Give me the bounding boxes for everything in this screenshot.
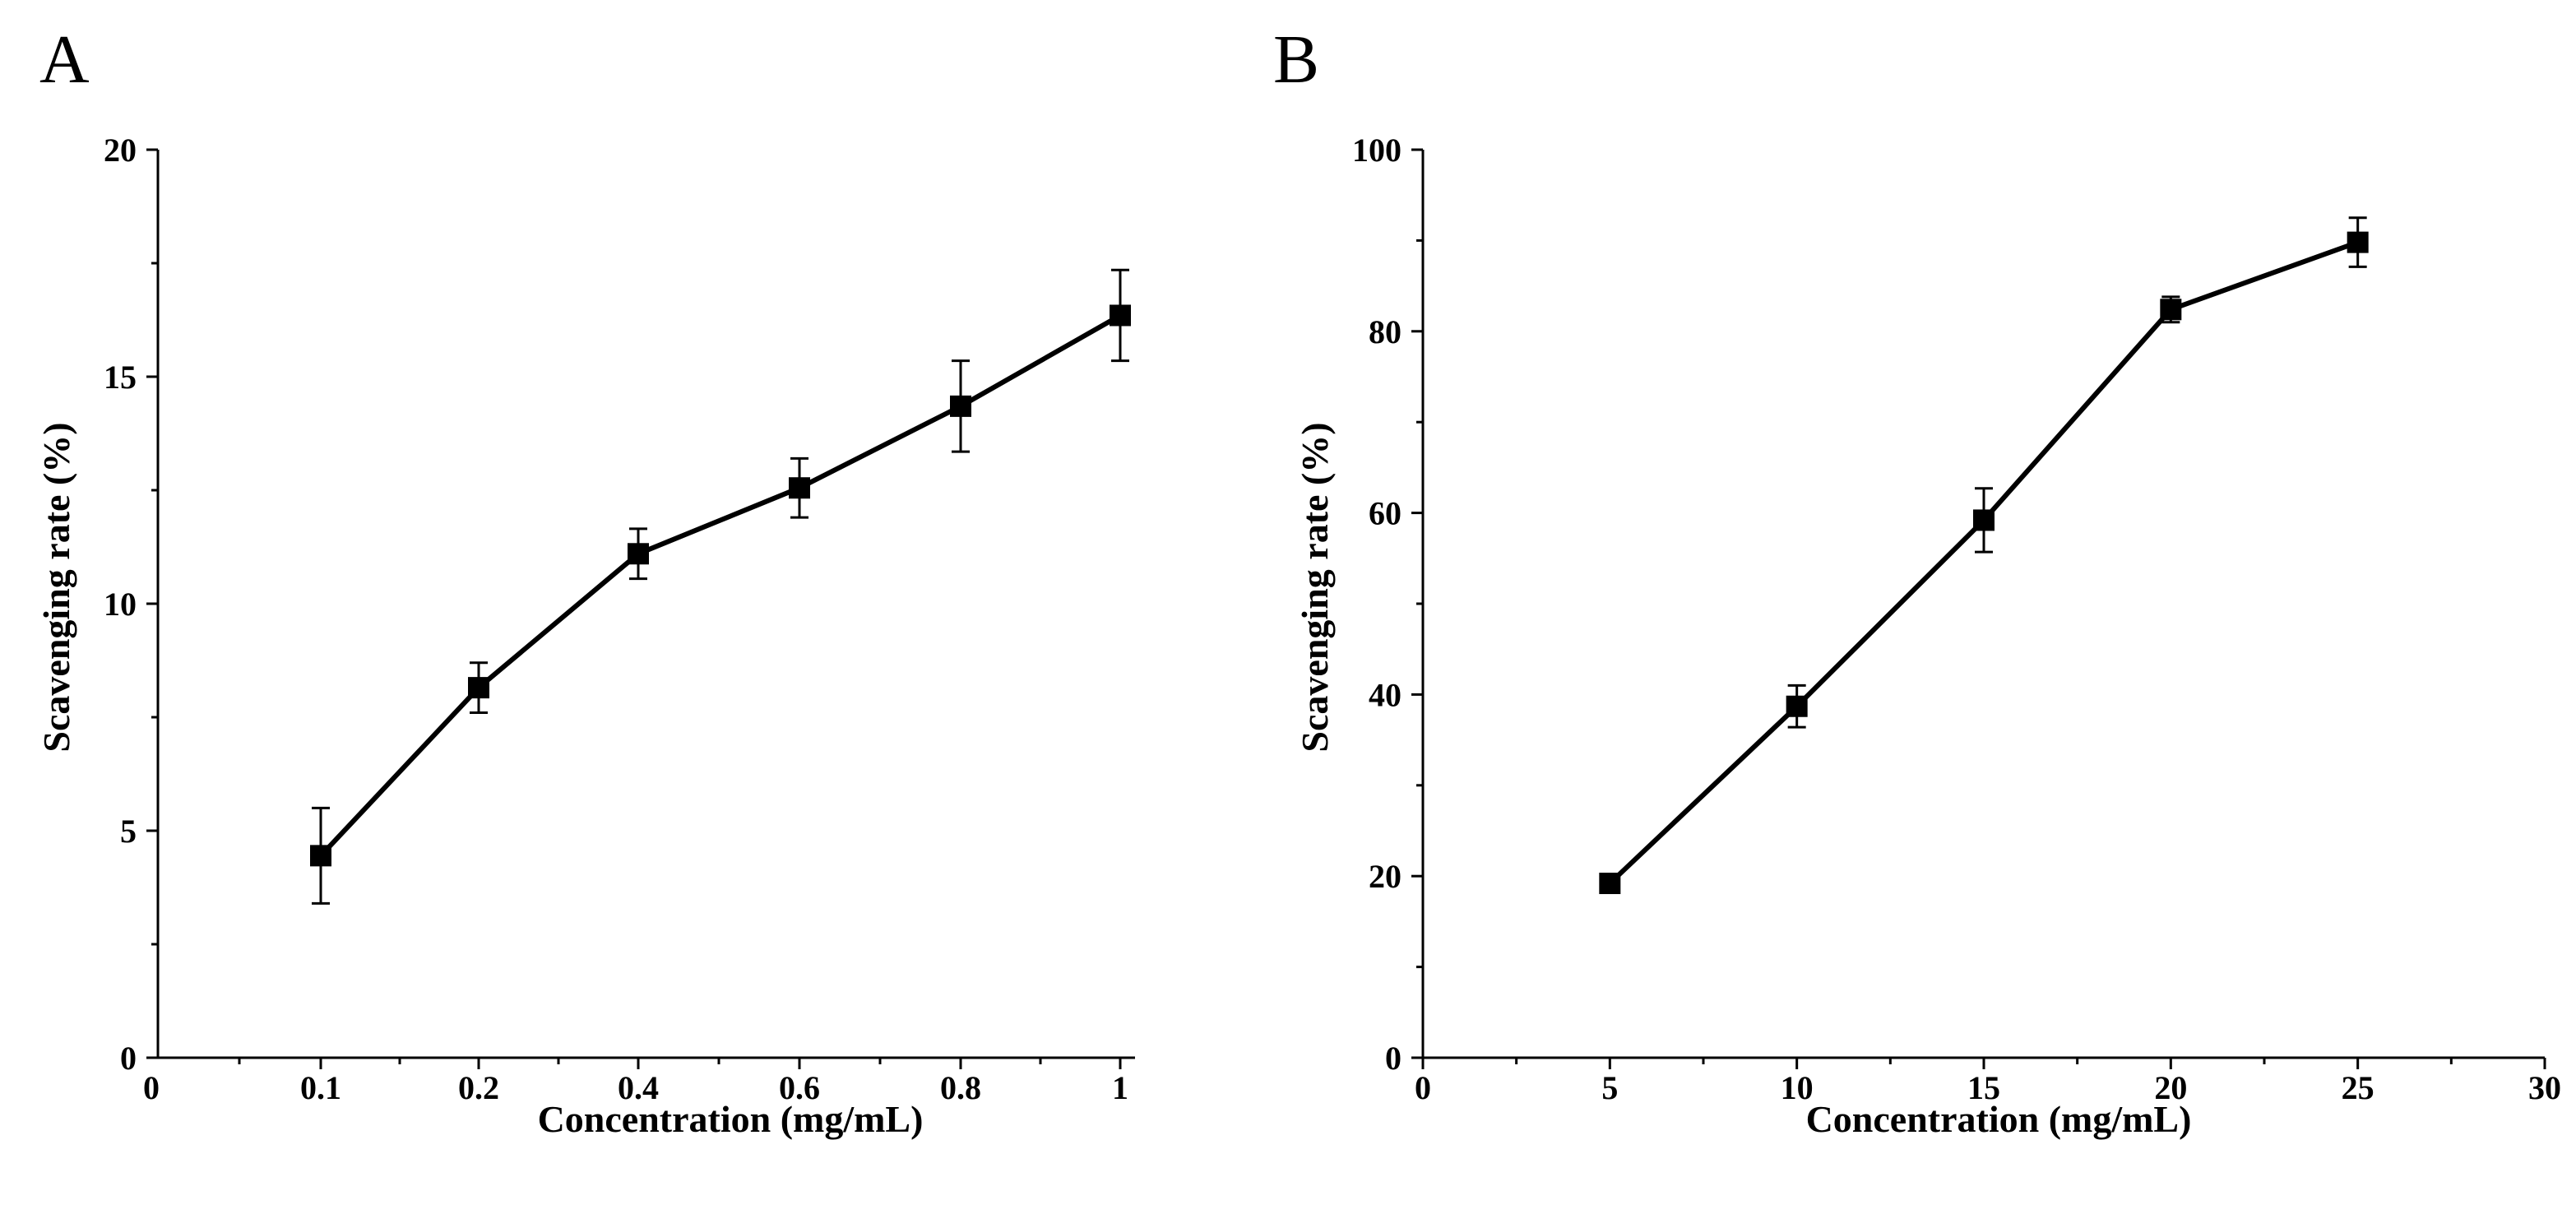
y-tick-label-b: 100 bbox=[1352, 132, 1402, 169]
x-axis-title-b: Concentration (mg/mL) bbox=[1806, 1098, 2192, 1140]
data-point-b bbox=[1599, 873, 1621, 895]
x-tick-label-a: 0.6 bbox=[779, 1069, 820, 1106]
x-tick-label-a: 1 bbox=[1112, 1069, 1128, 1106]
x-tick-label-b: 10 bbox=[1781, 1069, 1814, 1106]
x-axis-title-a: Concentration (mg/mL) bbox=[538, 1098, 924, 1140]
panel-label-a: A bbox=[39, 21, 90, 98]
x-tick-label-a: 0.1 bbox=[300, 1069, 341, 1106]
y-axis-title-b: Scavenging rate (%) bbox=[1294, 422, 1336, 752]
y-tick-label-b: 20 bbox=[1369, 858, 1402, 895]
x-tick-label-b: 30 bbox=[2528, 1069, 2561, 1106]
y-tick-label-b: 40 bbox=[1369, 676, 1402, 713]
chart-panel-a: A Concentration (mg/mL) Scavenging rate … bbox=[35, 21, 1135, 1140]
y-tick-label-b: 0 bbox=[1385, 1040, 1402, 1077]
y-tick-label-a: 0 bbox=[120, 1040, 137, 1077]
x-origin-label-a: 0 bbox=[143, 1069, 160, 1106]
x-tick-label-b: 25 bbox=[2342, 1069, 2374, 1106]
data-point-a bbox=[310, 845, 331, 867]
x-tick-label-a: 0.2 bbox=[458, 1069, 499, 1106]
y-tick-label-b: 60 bbox=[1369, 495, 1402, 532]
data-point-b bbox=[1973, 509, 1995, 531]
x-tick-label-a: 0.4 bbox=[618, 1069, 659, 1106]
data-point-a bbox=[628, 543, 649, 565]
y-tick-label-a: 20 bbox=[104, 132, 137, 169]
y-tick-label-a: 10 bbox=[104, 586, 137, 623]
y-tick-label-a: 15 bbox=[104, 359, 137, 396]
y-tick-label-a: 5 bbox=[120, 813, 137, 850]
x-tick-label-b: 5 bbox=[1601, 1069, 1618, 1106]
x-tick-label-b: 0 bbox=[1415, 1069, 1431, 1106]
chart-panel-b: B Concentration (mg/mL) Scavenging rate … bbox=[1273, 21, 2561, 1140]
x-tick-label-a: 0.8 bbox=[940, 1069, 981, 1106]
series-line-a bbox=[318, 313, 1122, 858]
x-tick-label-b: 20 bbox=[2154, 1069, 2187, 1106]
x-tick-label-b: 15 bbox=[1967, 1069, 2000, 1106]
y-axis-title-a: Scavenging rate (%) bbox=[35, 422, 77, 752]
data-point-b bbox=[1786, 695, 1808, 717]
data-point-a bbox=[789, 477, 810, 499]
data-point-a bbox=[1110, 304, 1131, 327]
panel-label-b: B bbox=[1273, 21, 1319, 98]
data-point-b bbox=[2347, 231, 2369, 253]
data-point-b bbox=[2160, 299, 2182, 321]
y-tick-label-b: 80 bbox=[1369, 313, 1402, 350]
series-line-b bbox=[1608, 239, 2359, 886]
data-point-a bbox=[950, 395, 971, 417]
data-point-a bbox=[468, 677, 489, 699]
